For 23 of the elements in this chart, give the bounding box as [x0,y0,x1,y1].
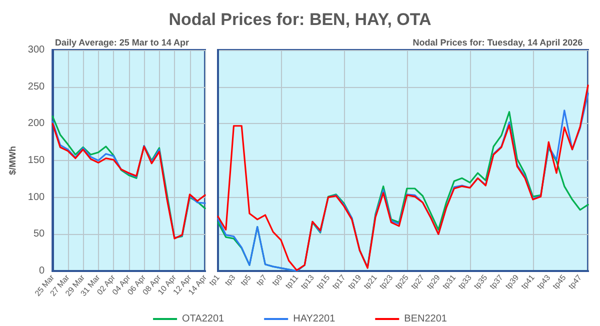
legend-label: BEN2201 [404,314,448,324]
x-tick-label: tp41 [519,272,537,291]
y-tick-label: 150 [28,155,46,166]
x-tick-label: tp1 [207,272,222,288]
y-tick-label: 50 [33,228,46,240]
y-tick-label: 250 [28,81,46,92]
y-tick-label: 0 [39,266,46,276]
y-tick-label: 300 [28,44,46,56]
x-tick-label: tp9 [270,272,285,288]
x-tick-label: tp3 [223,272,238,288]
x-tick-label: tp31 [440,272,458,291]
x-tick-label: tp5 [238,272,254,288]
chart-title: Nodal Prices for: BEN, HAY, OTA [168,10,432,29]
y-tick-label: 200 [28,118,46,130]
x-tick-label: tp7 [254,272,270,288]
chart-title: Daily Average: 25 Mar to 14 Apr [55,38,190,48]
legend-label: OTA2201 [182,314,225,324]
legend-label: HAY2201 [293,314,336,324]
y-axis-title: $/MWh [8,146,18,175]
y-tick-label: 100 [28,192,46,203]
x-tick-label: tp21 [362,272,380,291]
x-tick-label: tp11 [284,272,301,290]
chart-subtitle: Nodal Prices for: Tuesday, 14 April 2026 [412,38,583,48]
